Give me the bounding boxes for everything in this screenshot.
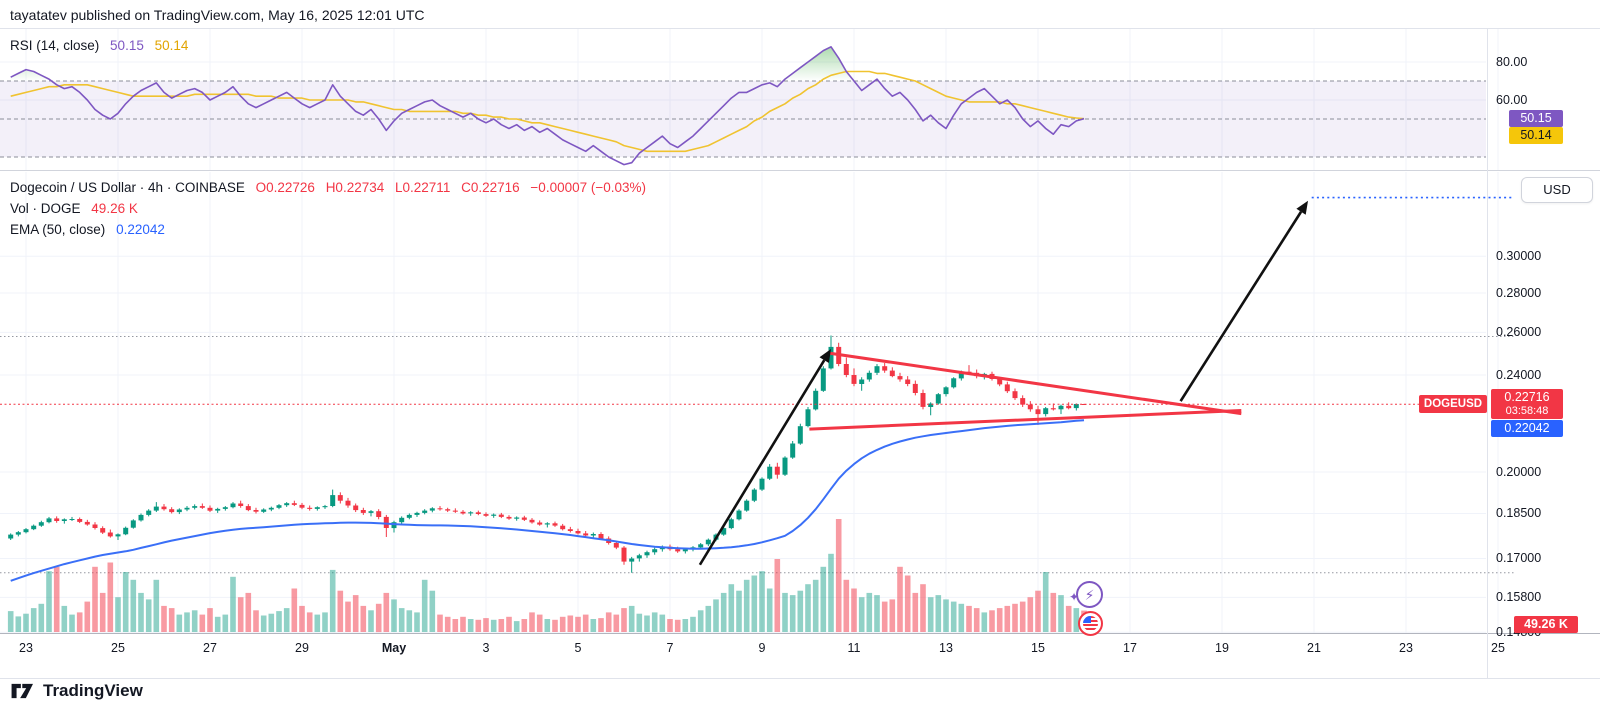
ema-legend-row[interactable]: EMA (50, close) 0.22042 [10, 222, 172, 237]
sparkle-icon: ✦ [1069, 590, 1080, 604]
lightning-icon: ⚡ [1084, 586, 1095, 603]
time-axis-tick: 15 [1031, 641, 1045, 655]
legend-high: H0.22734 [325, 180, 385, 195]
symbol-price-line-label: DOGEUSD [1419, 395, 1487, 414]
time-axis-tick: May [381, 641, 407, 655]
footer: TradingView [10, 681, 143, 701]
rsi-legend-title: RSI (14, close) [10, 38, 100, 53]
volume-legend-title: Vol · DOGE [10, 201, 81, 216]
usd-currency-button[interactable]: USD [1521, 177, 1593, 203]
ema-legend-value: 0.22042 [116, 222, 165, 237]
time-axis-tick: 19 [1215, 641, 1229, 655]
time-axis-tick: 3 [482, 641, 490, 655]
publish-header: tayatatev published on TradingView.com, … [10, 7, 425, 23]
price-axis-tick: 0.28000 [1496, 285, 1542, 300]
time-axis-tick: 13 [939, 641, 953, 655]
last-price-badge: 0.22716 03:58:48 [1491, 389, 1563, 420]
legend-change: −0.00007 (−0.03%) [530, 180, 647, 195]
price-axis-tick: 0.30000 [1496, 249, 1542, 264]
candle-countdown: 03:58:48 [1505, 405, 1549, 418]
symbol-title: Dogecoin / US Dollar · 4h · COINBASE [10, 180, 245, 195]
time-axis-tick: 25 [111, 641, 125, 655]
time-axis-tick: 23 [1399, 641, 1413, 655]
price-axis-tick: 0.15800 [1496, 590, 1542, 605]
time-axis-tick: 17 [1123, 641, 1137, 655]
rsi-axis-tick: 80.00 [1496, 55, 1528, 69]
time-axis-tick: 27 [203, 641, 217, 655]
time-axis-tick: 9 [758, 641, 766, 655]
us-flag-icon [1083, 616, 1098, 631]
rsi-ma-price-badge: 50.14 [1509, 127, 1563, 145]
time-axis-tick: 11 [847, 641, 861, 655]
spark-event-icon[interactable]: ⚡ ✦ [1069, 581, 1103, 608]
time-axis-tick: 21 [1307, 641, 1321, 655]
ema-legend-title: EMA (50, close) [10, 222, 106, 237]
price-axis-tick: 0.18500 [1496, 506, 1542, 521]
time-axis-tick: 5 [574, 641, 582, 655]
time-axis-tick: 7 [666, 641, 674, 655]
tradingview-brand[interactable]: TradingView [43, 681, 143, 700]
rsi-price-badge: 50.15 [1509, 110, 1563, 128]
volume-legend-value: 49.26 K [91, 201, 138, 216]
volume-badge: 49.26 K [1514, 616, 1578, 633]
legend-low: L0.22711 [395, 180, 451, 195]
time-axis-tick: 23 [19, 641, 33, 655]
tradingview-logo-icon[interactable] [10, 681, 36, 701]
symbol-legend-row[interactable]: Dogecoin / US Dollar · 4h · COINBASE O0.… [10, 180, 653, 195]
legend-open: O0.22726 [255, 180, 315, 195]
rsi-value: 50.15 [110, 38, 144, 53]
volume-legend-row[interactable]: Vol · DOGE 49.26 K [10, 201, 145, 216]
rsi-axis-tick: 60.00 [1496, 93, 1528, 107]
price-axis-tick: 0.20000 [1496, 465, 1542, 479]
us-economic-event-icon[interactable] [1078, 611, 1103, 636]
ema-price-badge: 0.22042 [1491, 420, 1563, 438]
time-axis-tick: 25 [1491, 641, 1505, 655]
price-axis-tick: 0.26000 [1496, 325, 1542, 340]
price-axis-tick: 0.17000 [1496, 551, 1542, 566]
rsi-ma-value: 50.14 [154, 38, 189, 53]
time-axis-tick: 29 [295, 641, 309, 655]
last-price-value: 0.22716 [1504, 390, 1550, 405]
rsi-legend[interactable]: RSI (14, close) 50.15 50.14 [10, 38, 195, 53]
price-axis-tick: 0.24000 [1496, 368, 1542, 382]
legend-close: C0.22716 [461, 180, 520, 195]
